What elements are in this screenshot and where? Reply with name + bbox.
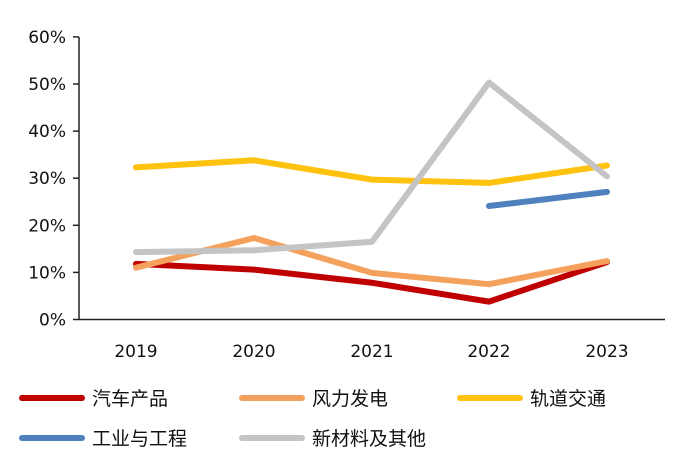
y-tick-label: 40% <box>28 122 66 142</box>
legend-label: 汽车产品 <box>92 388 168 410</box>
y-tick-label: 30% <box>28 169 66 189</box>
x-tick-label: 2023 <box>585 342 628 362</box>
series-line-4 <box>136 83 607 253</box>
series-line-0 <box>136 262 607 302</box>
y-tick-label: 50% <box>28 75 66 95</box>
series-line-2 <box>136 160 607 183</box>
x-tick-label: 2020 <box>232 342 275 362</box>
x-tick-label: 2021 <box>350 342 393 362</box>
series-line-3 <box>489 192 607 206</box>
y-tick-label: 20% <box>28 216 66 236</box>
legend-label: 工业与工程 <box>92 428 187 450</box>
legend-label: 轨道交通 <box>530 388 606 410</box>
y-tick-label: 10% <box>28 263 66 283</box>
y-tick-label: 0% <box>39 311 66 331</box>
legend-label: 新材料及其他 <box>312 428 426 450</box>
x-tick-label: 2022 <box>467 342 510 362</box>
y-tick-label: 60% <box>28 28 66 48</box>
series-line-1 <box>136 238 607 284</box>
legend-label: 风力发电 <box>312 388 388 410</box>
x-tick-label: 2019 <box>114 342 157 362</box>
